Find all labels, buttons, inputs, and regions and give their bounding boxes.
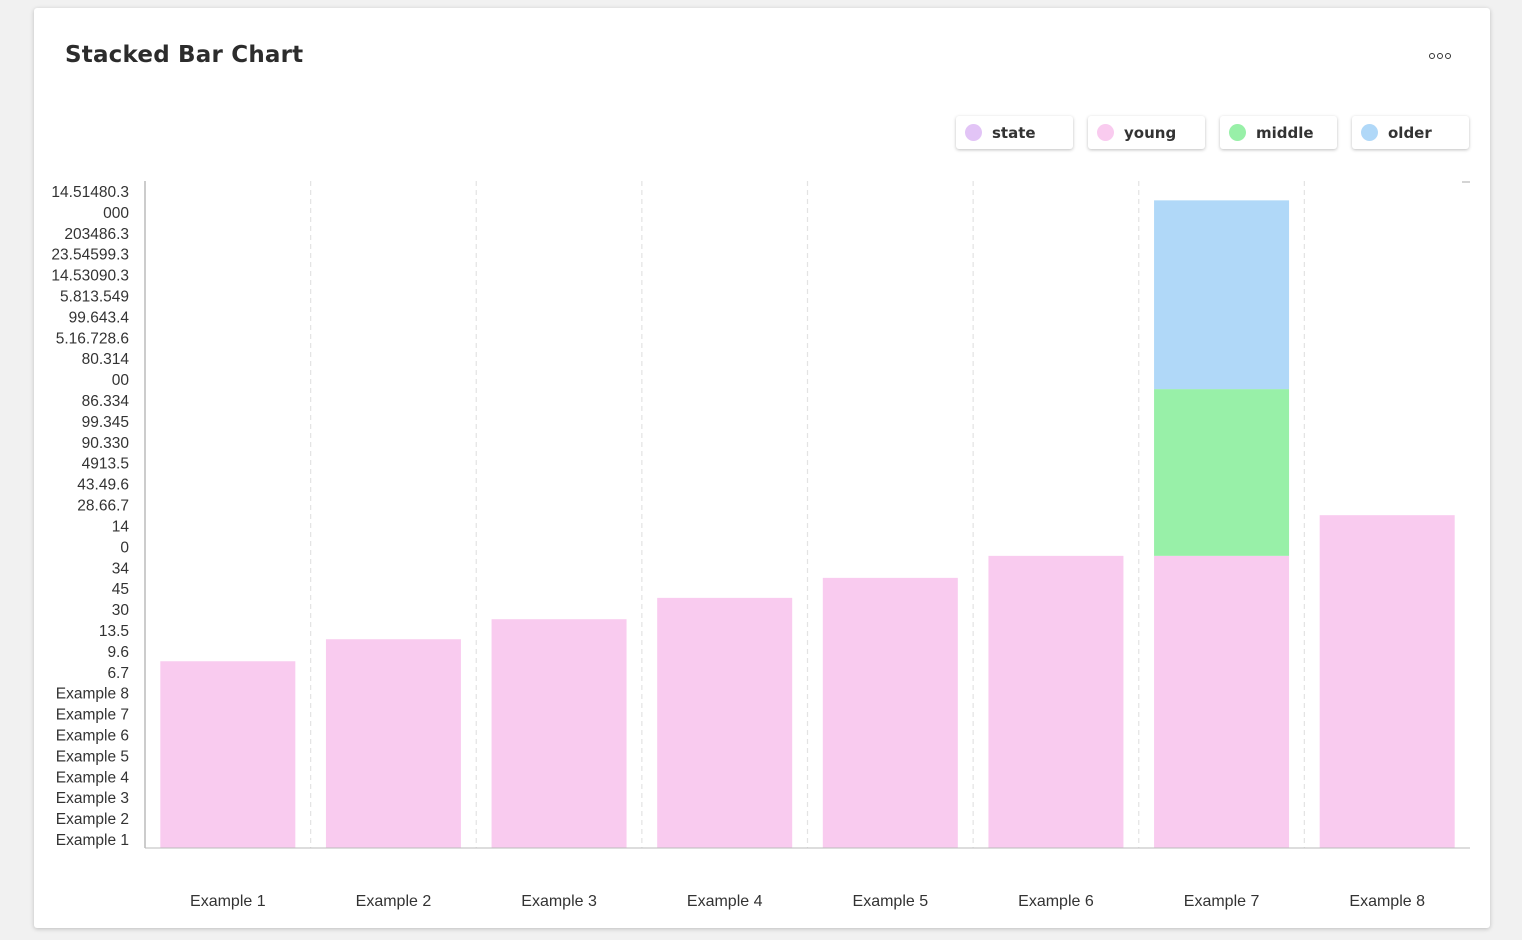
legend-item-state[interactable]: state	[956, 116, 1073, 149]
y-tick-label: 80.314	[82, 351, 130, 368]
y-tick-label: Example 4	[56, 769, 130, 786]
y-tick-label: 14.53090.3	[51, 268, 129, 285]
y-tick-label: 203486.3	[64, 226, 129, 243]
y-tick-label: Example 7	[56, 707, 129, 724]
x-tick-label: Example 4	[687, 893, 763, 910]
y-tick-label: 13.5	[99, 623, 129, 640]
x-tick-label: Example 2	[356, 893, 432, 910]
y-tick-label: 45	[112, 581, 129, 598]
x-tick-label: Example 3	[521, 893, 597, 910]
y-tick-label: 000	[103, 205, 129, 222]
y-tick-label: 5.16.728.6	[56, 330, 129, 347]
legend-swatch-icon	[1361, 124, 1378, 141]
legend-swatch-icon	[965, 124, 982, 141]
x-tick-label: Example 5	[853, 893, 929, 910]
legend-swatch-icon	[1097, 124, 1114, 141]
bar-young-1[interactable]	[160, 661, 296, 848]
y-tick-label: 0	[120, 539, 129, 556]
y-tick-label: 4913.5	[82, 456, 129, 473]
y-tick-label: 28.66.7	[77, 498, 129, 515]
bar-young-8[interactable]	[1319, 515, 1455, 848]
y-tick-label: 99.643.4	[69, 309, 130, 326]
more-options-icon[interactable]	[1420, 42, 1460, 70]
y-tick-label: Example 6	[56, 727, 129, 744]
bar-young-4[interactable]	[657, 597, 793, 848]
y-tick-label: Example 2	[56, 811, 129, 828]
y-tick-label: 90.330	[82, 435, 130, 452]
x-tick-label: Example 6	[1018, 893, 1094, 910]
bar-young-3[interactable]	[491, 619, 627, 848]
y-tick-label: Example 5	[56, 748, 129, 765]
legend-item-young[interactable]: young	[1088, 116, 1205, 149]
legend-item-older[interactable]: older	[1352, 116, 1469, 149]
x-tick-label: Example 1	[190, 893, 266, 910]
bar-young-6[interactable]	[988, 555, 1124, 848]
stacked-bar-chart: 14.51480.3000203486.323.54599.314.53090.…	[51, 181, 1470, 910]
y-tick-label: 30	[112, 602, 130, 619]
y-tick-label: 9.6	[107, 644, 129, 661]
bar-young-7[interactable]	[1154, 555, 1290, 848]
y-tick-label: 99.345	[82, 414, 129, 431]
y-tick-label: 14	[112, 518, 130, 535]
dot-icon	[1445, 53, 1451, 59]
y-tick-label: 6.7	[107, 665, 129, 682]
bar-young-2[interactable]	[325, 639, 461, 848]
x-tick-label: Example 7	[1184, 893, 1260, 910]
y-tick-label: Example 3	[56, 790, 129, 807]
legend-label: middle	[1256, 123, 1314, 142]
x-tick-label: Example 8	[1349, 893, 1425, 910]
y-tick-label: 86.334	[82, 393, 130, 410]
bar-young-5[interactable]	[822, 577, 958, 848]
legend-swatch-icon	[1229, 124, 1246, 141]
legend-label: older	[1388, 123, 1432, 142]
legend-label: young	[1124, 123, 1177, 142]
legend-label: state	[992, 123, 1036, 142]
bar-older-7[interactable]	[1154, 200, 1290, 390]
y-tick-label: 43.49.6	[77, 477, 129, 494]
dot-icon	[1437, 53, 1443, 59]
chart-card: Stacked Bar Chart state young middle old…	[34, 8, 1490, 928]
y-tick-label: Example 8	[56, 686, 129, 703]
y-tick-label: 34	[112, 560, 130, 577]
dot-icon	[1429, 53, 1435, 59]
y-tick-label: 23.54599.3	[51, 247, 129, 264]
y-tick-label: 14.51480.3	[51, 184, 129, 201]
y-tick-label: Example 1	[56, 832, 129, 849]
y-tick-label: 00	[112, 372, 130, 389]
card-title: Stacked Bar Chart	[65, 42, 304, 68]
legend-item-middle[interactable]: middle	[1220, 116, 1337, 149]
chart-legend: state young middle older	[956, 116, 1469, 149]
y-tick-label: 5.813.549	[60, 289, 129, 306]
bar-middle-7[interactable]	[1154, 389, 1290, 556]
